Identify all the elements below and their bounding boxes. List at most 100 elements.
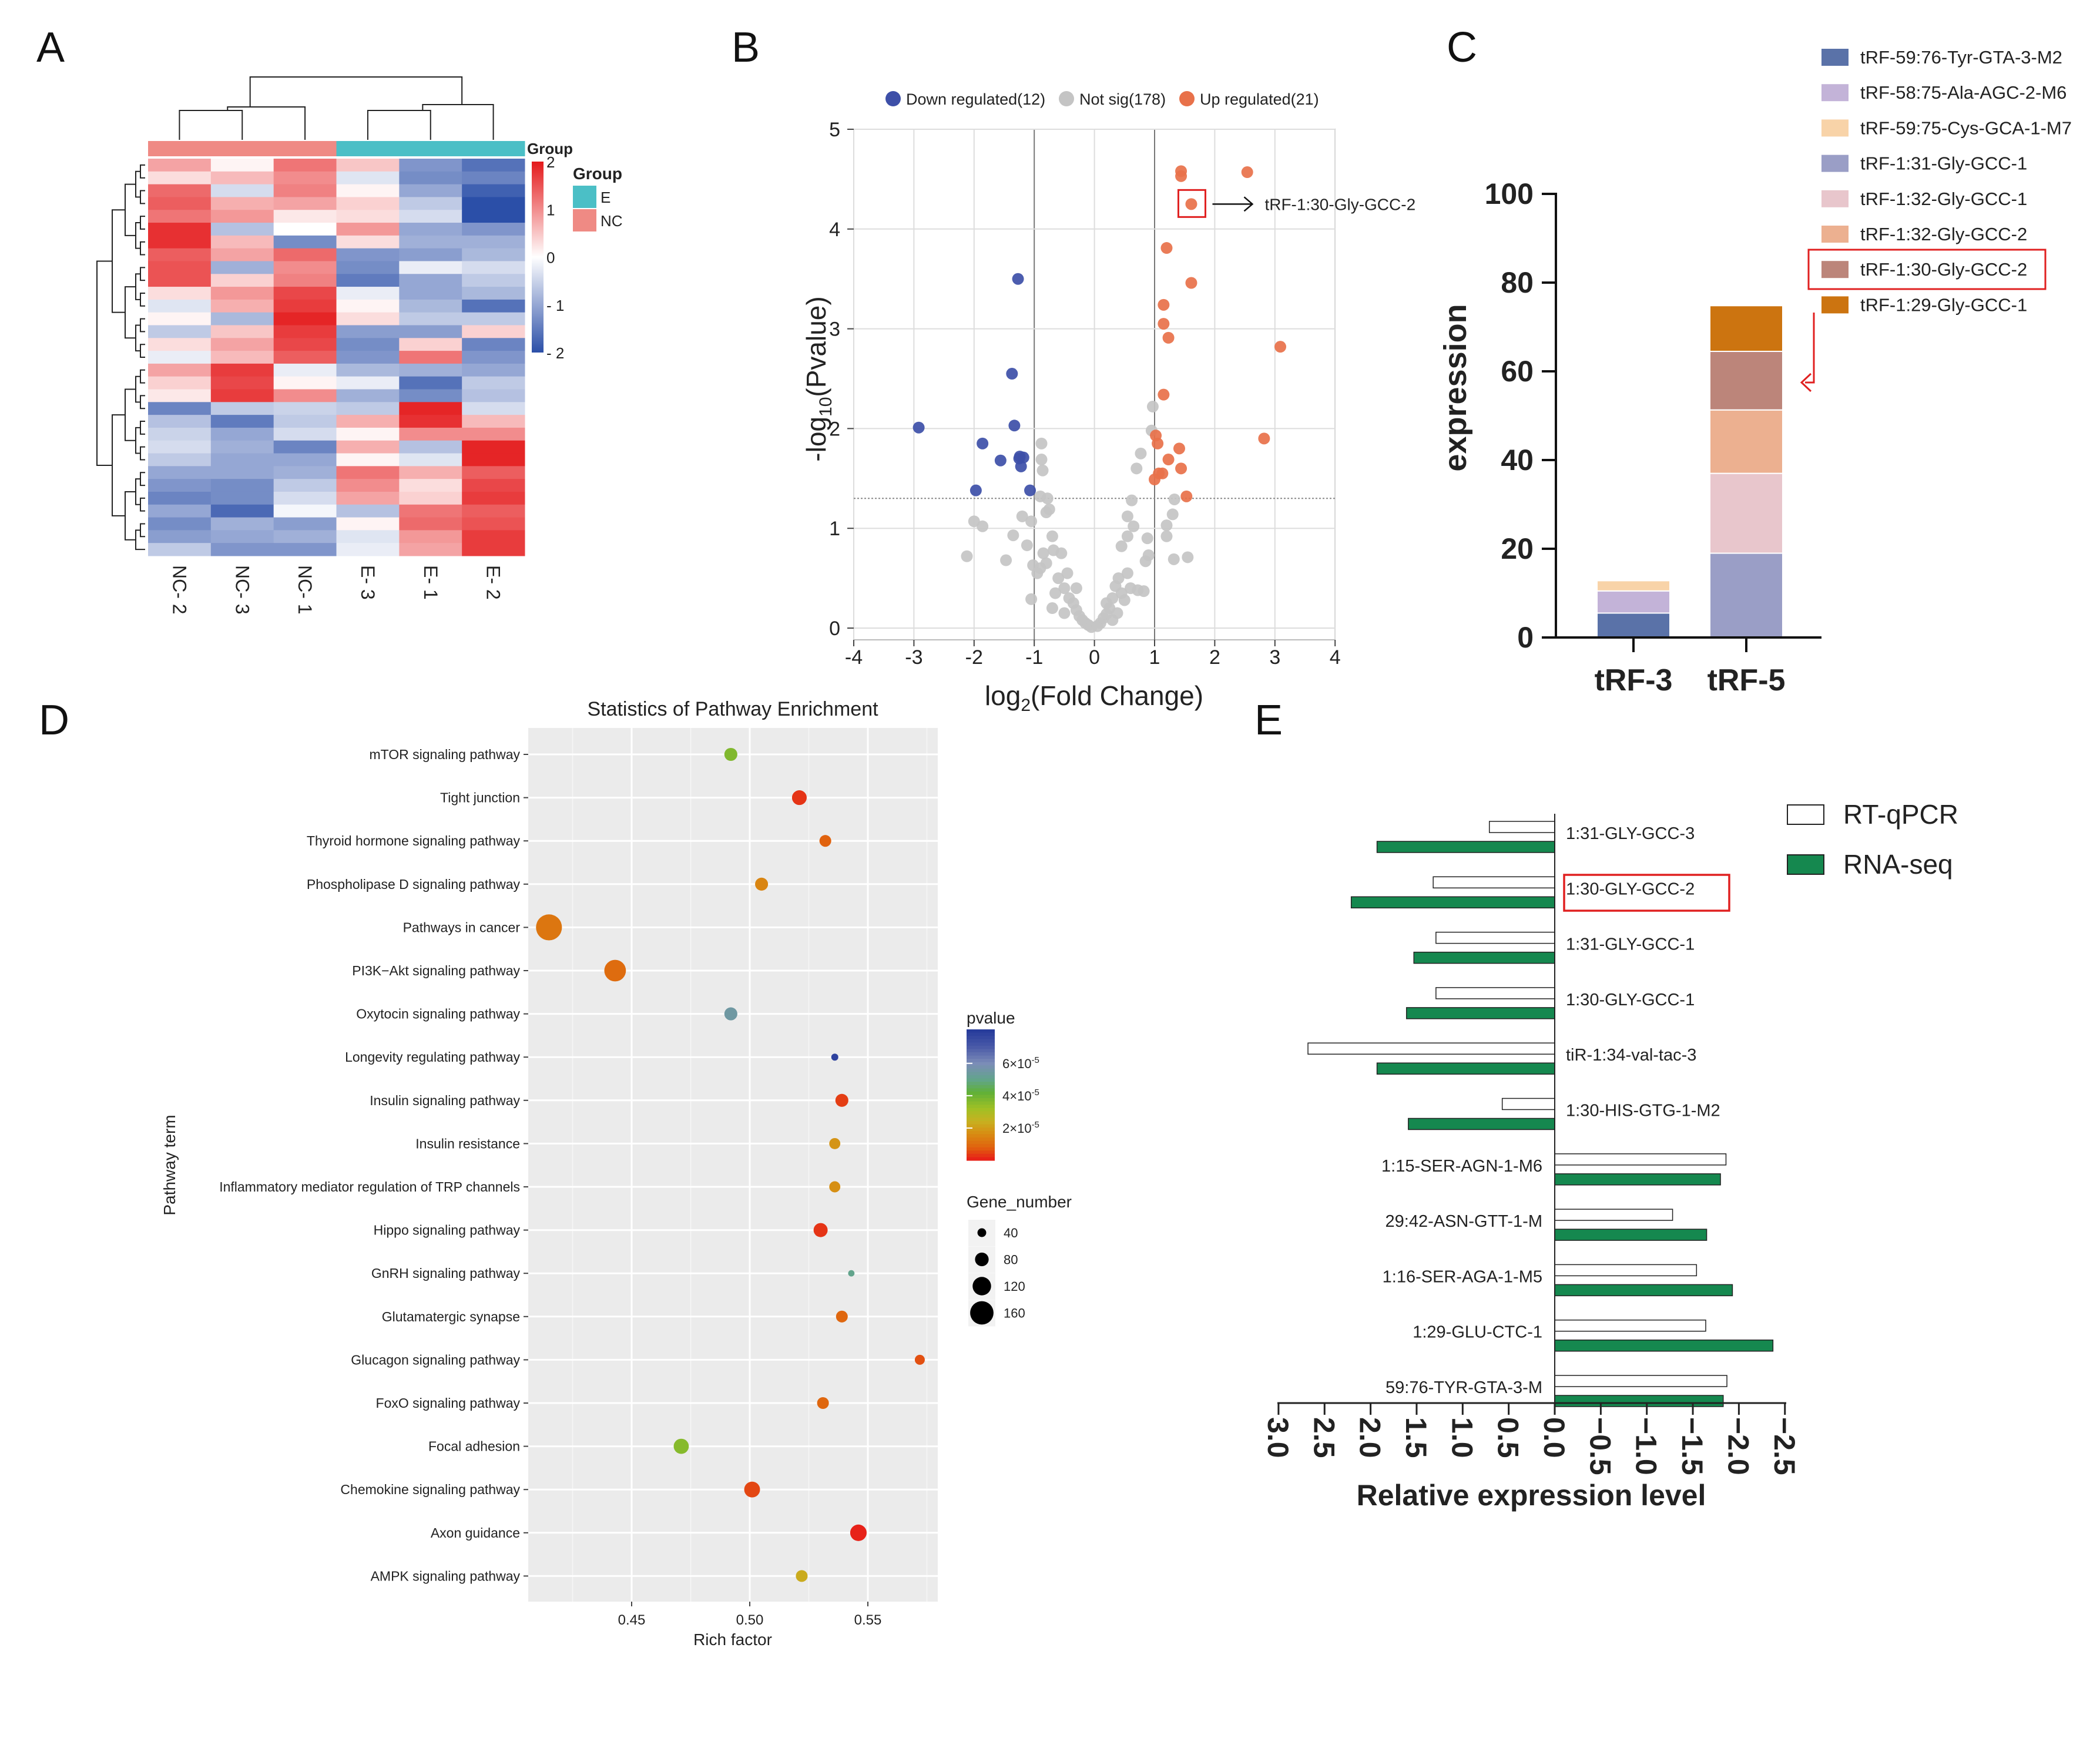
heatmap-cell xyxy=(462,479,525,492)
colorbar-band xyxy=(967,1065,995,1069)
heatmap-cell xyxy=(336,197,400,210)
legend-label: NC xyxy=(601,212,623,230)
heatmap-cell xyxy=(273,223,337,236)
legend-swatch xyxy=(1821,261,1849,278)
colorbar-band xyxy=(967,1062,995,1066)
heatmap-cell xyxy=(148,159,212,172)
colorbar-tick-label: 2×10-5 xyxy=(1002,1120,1039,1136)
group-bar-cell xyxy=(210,141,274,156)
heatmap-cell xyxy=(462,427,525,441)
enrichment-bubble xyxy=(791,790,807,806)
heatmap-cell xyxy=(148,325,212,338)
tick-exponent: -5 xyxy=(1032,1088,1039,1098)
gene-number-legend-title: Gene_number xyxy=(967,1193,1072,1211)
x-tick-label: −2.5 xyxy=(1768,1417,1801,1475)
data-point-notsig xyxy=(1121,530,1133,542)
colorbar-band xyxy=(967,1105,995,1109)
data-point-notsig xyxy=(1025,593,1038,605)
data-point-notsig xyxy=(1146,401,1159,413)
category-label: 1:30-GLY-GCC-2 xyxy=(1566,880,1695,898)
colorbar-band xyxy=(967,1098,995,1102)
heatmap-cell xyxy=(148,338,212,351)
heatmap-cell xyxy=(273,517,337,531)
heatmap-cell xyxy=(148,235,212,249)
tick-exponent: -5 xyxy=(1032,1120,1039,1130)
rt-qpcr-bar xyxy=(1501,1098,1555,1110)
legend-label: tRF-58:75-Ala-AGC-2-M6 xyxy=(1860,82,2067,103)
highlight-box xyxy=(1177,189,1206,218)
enrichment-bubble xyxy=(836,1310,848,1323)
heatmap-cell xyxy=(273,427,337,441)
data-point-notsig xyxy=(1128,520,1140,532)
colorbar xyxy=(532,162,544,353)
heatmap-cell xyxy=(210,338,274,351)
x-tick-label: tRF-5 xyxy=(1707,663,1786,697)
heatmap-cell xyxy=(336,491,400,505)
heatmap-cell xyxy=(336,171,400,185)
heatmap-cell xyxy=(273,274,337,287)
pathway-term-label: GnRH signaling pathway xyxy=(371,1266,521,1281)
heatmap-cell xyxy=(336,312,400,325)
heatmap-cell xyxy=(399,171,462,185)
pathway-term-label: Tight junction xyxy=(440,790,520,806)
heatmap-cell xyxy=(336,453,400,467)
bar-segment xyxy=(1596,580,1670,592)
annotation-label: tRF-1:30-Gly-GCC-2 xyxy=(1264,195,1415,213)
heatmap-cell xyxy=(336,427,400,441)
pathway-term-label: Hippo signaling pathway xyxy=(374,1223,521,1238)
heatmap-cell xyxy=(399,466,462,479)
data-point-notsig xyxy=(1121,567,1133,579)
data-point-notsig xyxy=(1160,530,1173,542)
enrichment-bubble xyxy=(819,835,831,847)
enrichment-bubble xyxy=(673,1438,689,1454)
x-tick-label: 4 xyxy=(1330,646,1341,669)
legend-swatch xyxy=(1821,49,1849,66)
data-point-notsig xyxy=(961,550,973,562)
x-axis-label-rest: (Fold Change) xyxy=(1031,680,1203,711)
heatmap-cell xyxy=(148,466,212,479)
x-tick-label: 0.5 xyxy=(1492,1417,1525,1458)
group-bar-cell xyxy=(336,141,400,156)
heatmap-cell xyxy=(273,210,337,223)
pathway-enrichment-panel: Statistics of Pathway Enrichment 0.45 0.50… xyxy=(160,698,1072,1649)
legend-swatch xyxy=(1821,226,1849,243)
heatmap-cell xyxy=(336,466,400,479)
heatmap-cell xyxy=(210,363,274,377)
heatmap-cell xyxy=(273,363,337,377)
heatmap-cell xyxy=(399,248,462,261)
rna-seq-bar xyxy=(1554,1339,1774,1352)
data-point-notsig xyxy=(1021,539,1033,552)
heatmap-cell xyxy=(336,530,400,543)
bar-segment xyxy=(1709,305,1783,353)
legend-label: tRF-1:31-Gly-GCC-1 xyxy=(1860,153,2027,174)
data-point-notsig xyxy=(1041,492,1054,505)
colorbar-band xyxy=(967,1111,995,1115)
enrichment-bubble xyxy=(755,877,769,891)
y-tick-label: 80 xyxy=(1501,266,1534,299)
legend-swatch xyxy=(1821,119,1849,137)
group-bar-cell xyxy=(148,141,212,156)
heatmap-cell xyxy=(336,287,400,300)
heatmap-cell xyxy=(273,197,337,210)
heatmap-cell xyxy=(210,517,274,531)
category-label: 1:15-SER-AGN-1-M6 xyxy=(1381,1157,1542,1176)
heatmap-cell xyxy=(148,530,212,543)
panel-label-c: C xyxy=(1447,24,1477,71)
heatmap-cell xyxy=(399,223,462,236)
heatmap-cell xyxy=(148,389,212,402)
heatmap-cell xyxy=(336,440,400,454)
heatmap-cell xyxy=(210,184,274,197)
heatmap-cell xyxy=(399,415,462,428)
heatmap-cell xyxy=(148,363,212,377)
colorbar-tick-label: 4×10-5 xyxy=(1002,1088,1039,1103)
heatmap-cell xyxy=(210,235,274,249)
heatmap-cell xyxy=(336,415,400,428)
heatmap-cell xyxy=(210,299,274,313)
heatmap-cell xyxy=(210,466,274,479)
pathway-term-label: Glucagon signaling pathway xyxy=(351,1352,520,1367)
data-point-notsig xyxy=(1142,549,1155,562)
colorbar-tick-label: 2 xyxy=(546,153,555,171)
rt-qpcr-bar xyxy=(1435,987,1555,999)
heatmap-cell xyxy=(273,159,337,172)
